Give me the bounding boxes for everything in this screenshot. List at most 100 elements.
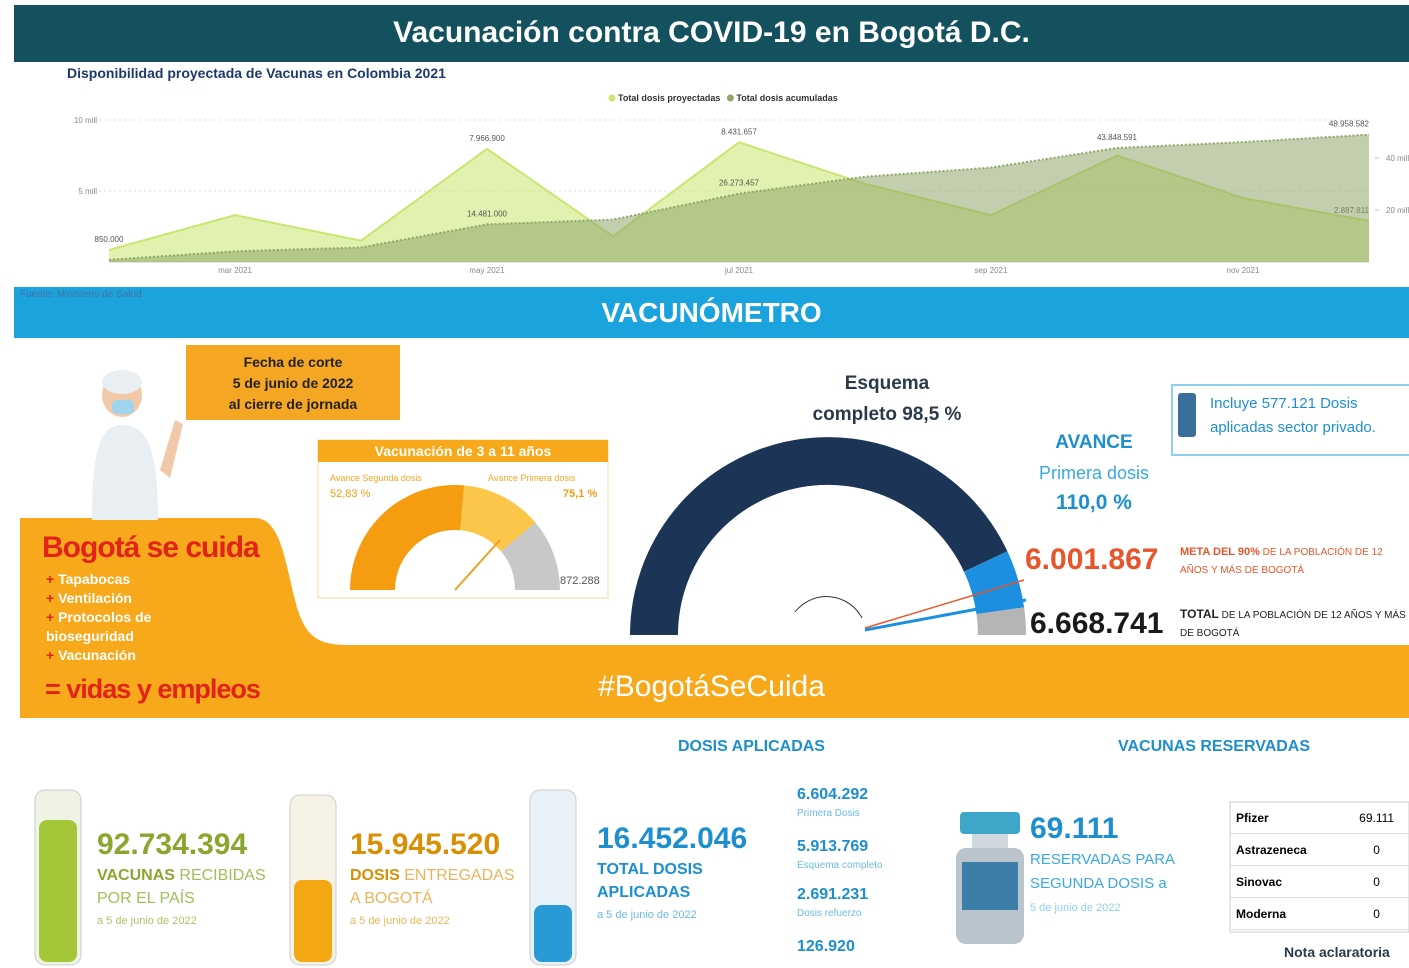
breakdown-label: Primera Dosis (797, 808, 883, 819)
nurse-figure (92, 370, 183, 520)
legend-marker (609, 95, 616, 102)
dashboard: Vacunación contra COVID-19 en Bogotá D.C… (0, 0, 1409, 968)
scheme: Esquema completo 98,5 % (787, 368, 987, 430)
breakdown-item: 2.691.231Dosis refuerzo (797, 886, 883, 938)
y2-tick-label: 20 mill (1386, 206, 1409, 215)
kids-first-value: 75,1 % (563, 488, 597, 500)
breakdown-value: 126.920 (797, 938, 883, 956)
vacunometro-title: VACUNÓMETRO (14, 297, 1409, 329)
x-tick-label: jul 2021 (724, 266, 754, 275)
scheme-line: Esquema (787, 368, 987, 399)
brand: Astrazeneca (1230, 834, 1344, 866)
received-text: VACUNAS RECIBIDAS POR EL PAÍS (97, 864, 272, 910)
y-tick-label: 10 mill (74, 116, 97, 125)
amount: 0 (1344, 866, 1409, 898)
reserved-date: 5 de junio de 2022 (1030, 896, 1195, 920)
kids-total: 872.288 (560, 575, 600, 587)
legend-label: Total dosis proyectadas (618, 93, 720, 103)
received-value: 92.734.394 (97, 826, 272, 864)
reserved-title: VACUNAS RESERVADAS (1118, 738, 1310, 756)
total-text: TOTAL DE LA POBLACIÓN DE 12 AÑOS Y MÁS D… (1180, 605, 1409, 643)
hashtag: #BogotáSeCuida (14, 670, 1409, 704)
footnote: Nota aclaratoria (1284, 944, 1390, 960)
reserved-value: 69.111 (1030, 810, 1195, 848)
progress-sub: Primera dosis (1034, 458, 1154, 488)
total-value: 6.668.741 (1030, 607, 1163, 641)
progress-value: 110,0 % (1034, 488, 1154, 518)
campaign-item: Ventilación (46, 589, 176, 608)
total-lead: TOTAL (1180, 607, 1219, 621)
reserved-text: RESERVADAS PARA SEGUNDA DOSIS a (1030, 848, 1195, 896)
vial (956, 812, 1024, 944)
brand: Moderna (1230, 898, 1344, 930)
cutoff-line: al cierre de jornada (186, 394, 400, 415)
data-label: 850.000 (95, 235, 124, 244)
delivered-value: 15.945.520 (350, 826, 520, 864)
received-lead: VACUNAS (97, 867, 175, 884)
data-label: 48.958.582 (1329, 120, 1370, 129)
cutoff-line: Fecha de corte (186, 352, 400, 373)
progress: AVANCE Primera dosis 110,0 % (1034, 428, 1154, 518)
kids-title: Vacunación de 3 a 11 años (318, 443, 608, 459)
x-tick-label: may 2021 (469, 266, 505, 275)
campaign-item: Protocolos de bioseguridad (46, 608, 176, 646)
applied-text: TOTAL DOSIS APLICADAS (597, 858, 727, 904)
breakdown-value: 6.604.292 (797, 786, 883, 804)
data-label: 7.966.900 (469, 134, 505, 143)
applied: 16.452.046 TOTAL DOSIS APLICADAS a 5 de … (597, 820, 747, 927)
tube-applied (530, 790, 576, 965)
campaign-item: Tapabocas (46, 570, 176, 589)
data-label: 26.273.457 (719, 179, 760, 188)
delivered: 15.945.520 DOSIS ENTREGADAS A BOGOTÁ a 5… (350, 826, 520, 933)
campaign-title: Bogotá se cuida (42, 531, 259, 565)
data-label: 43.848.591 (1097, 133, 1138, 142)
amount: 0 (1344, 834, 1409, 866)
delivered-date: a 5 de junio de 2022 (350, 910, 520, 933)
data-label: 14.481.000 (467, 209, 508, 218)
x-tick-label: sep 2021 (975, 266, 1008, 275)
breakdown-item: 126.920 (797, 938, 883, 956)
goal-text: META DEL 90% DE LA POBLACIÓN DE 12 AÑOS … (1180, 543, 1409, 580)
applied-title: DOSIS APLICADAS (678, 738, 825, 756)
delivered-lead: DOSIS (350, 867, 400, 884)
y2-tick-label: 40 mill (1386, 154, 1409, 163)
breakdown-value: 5.913.769 (797, 838, 883, 856)
kids-second-label: Avance Segunda dosis (330, 473, 422, 483)
goal-lead: META DEL 90% (1180, 546, 1260, 558)
chart-title: Disponibilidad proyectada de Vacunas en … (67, 65, 446, 81)
legend-marker (727, 95, 734, 102)
goal-value: 6.001.867 (1025, 543, 1158, 577)
applied-value: 16.452.046 (597, 820, 747, 858)
gauge-center (795, 597, 862, 618)
campaign-item: Vacunación (46, 646, 176, 665)
cutoff: Fecha de corte 5 de junio de 2022 al cie… (186, 352, 400, 415)
tube-received (35, 790, 81, 965)
cutoff-line: 5 de junio de 2022 (186, 373, 400, 394)
table-row: Astrazeneca0 (1230, 834, 1409, 866)
legend-label: Total dosis acumuladas (736, 93, 837, 103)
x-tick-label: nov 2021 (1227, 266, 1260, 275)
note: Incluye 577.121 Dosis aplicadas sector p… (1210, 392, 1405, 440)
y-tick-label: 5 mill (78, 187, 97, 196)
brand: Pfizer (1230, 802, 1344, 834)
data-label: 8.431.657 (721, 127, 757, 136)
note-icon (1178, 393, 1196, 437)
source: Fuente: Ministerio de Salud (20, 289, 142, 300)
progress-label: AVANCE (1034, 428, 1154, 458)
kids-first-label: Avance Primera dosis (488, 473, 575, 483)
brand: Sinovac (1230, 866, 1344, 898)
campaign-items: Tapabocas Ventilación Protocolos de bios… (46, 570, 176, 665)
amount: 0 (1344, 898, 1409, 930)
tube-delivered (290, 795, 336, 965)
applied-date: a 5 de junio de 2022 (597, 904, 747, 927)
received-date: a 5 de junio de 2022 (97, 910, 272, 933)
breakdown-label: Dosis refuerzo (797, 908, 883, 919)
breakdown-item: 6.604.292 Primera Dosis (797, 786, 883, 838)
